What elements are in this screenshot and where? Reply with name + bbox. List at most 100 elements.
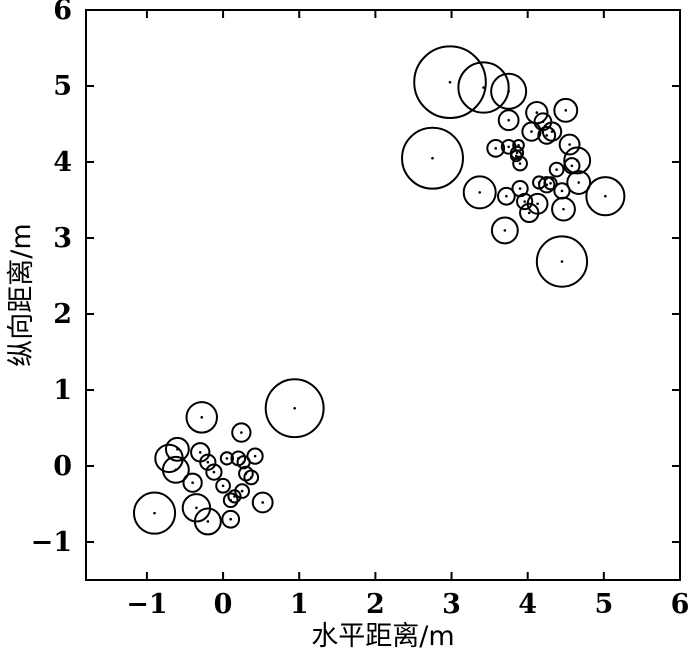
data-marks <box>132 45 626 536</box>
data-circle-13 <box>222 492 239 509</box>
data-point-56 <box>550 130 554 133</box>
y-tick-label: 6 <box>53 0 72 26</box>
data-point-29 <box>478 191 482 194</box>
data-point-53 <box>535 111 539 114</box>
data-point-27 <box>507 90 510 93</box>
data-point-42 <box>545 183 549 187</box>
data-point-10 <box>206 460 210 464</box>
data-point-51 <box>560 260 564 263</box>
data-circle-18 <box>231 422 252 443</box>
data-circle-36 <box>496 186 516 206</box>
data-point-9 <box>198 451 202 454</box>
data-circle-48 <box>563 146 592 175</box>
data-circle-14 <box>221 509 241 529</box>
data-circle-29 <box>462 175 497 210</box>
x-tick-label: 2 <box>366 589 385 620</box>
data-point-52 <box>530 130 533 133</box>
data-circle-60 <box>509 149 523 163</box>
data-point-23 <box>253 454 257 458</box>
data-circle-5 <box>264 378 325 439</box>
data-point-28 <box>431 156 434 160</box>
data-circle-42 <box>538 176 556 194</box>
data-point-40 <box>536 202 539 206</box>
data-point-24 <box>261 501 264 504</box>
data-circle-57 <box>553 97 579 123</box>
data-circle-22 <box>243 469 260 486</box>
x-tick-label: 5 <box>594 589 613 620</box>
data-circle-21 <box>234 483 250 499</box>
data-point-8 <box>206 520 210 523</box>
data-circle-10 <box>199 453 217 471</box>
data-point-21 <box>240 489 244 493</box>
data-point-46 <box>562 207 565 211</box>
x-tick-label: 4 <box>518 589 537 620</box>
y-tick-label: 3 <box>53 223 72 254</box>
data-circle-56 <box>541 121 563 142</box>
data-circle-30 <box>497 109 520 132</box>
data-point-57 <box>564 109 568 112</box>
x-tick-label: 0 <box>214 589 233 620</box>
data-point-4 <box>200 416 204 419</box>
data-point-58 <box>568 143 571 146</box>
data-circle-16 <box>219 451 234 466</box>
data-circle-24 <box>251 491 274 514</box>
data-point-0 <box>153 511 156 515</box>
data-circle-31 <box>486 138 506 158</box>
data-point-12 <box>221 484 225 488</box>
x-tick-label: 6 <box>671 589 688 620</box>
data-circle-38 <box>516 192 534 211</box>
data-circle-0 <box>132 491 177 535</box>
data-point-55 <box>545 134 549 137</box>
data-point-6 <box>191 481 194 485</box>
data-point-59 <box>517 143 520 147</box>
data-point-15 <box>233 495 236 498</box>
y-tick-label: 5 <box>53 71 72 102</box>
data-point-5 <box>293 406 296 410</box>
data-point-2 <box>176 447 179 451</box>
data-circle-23 <box>246 447 264 465</box>
data-circle-27 <box>490 72 528 110</box>
data-circle-6 <box>182 472 203 493</box>
data-point-7 <box>195 506 198 510</box>
data-circle-35 <box>490 216 519 245</box>
y-axis-label: 纵向距离/m <box>6 223 37 366</box>
data-point-32 <box>507 145 510 149</box>
data-circle-4 <box>185 401 218 434</box>
x-axis-label: 水平距离/m <box>311 621 454 652</box>
data-circle-46 <box>551 196 576 222</box>
data-point-38 <box>523 200 526 203</box>
data-circle-58 <box>558 133 581 156</box>
data-point-54 <box>541 120 545 124</box>
data-point-18 <box>240 431 243 434</box>
data-circle-12 <box>215 477 231 494</box>
data-circle-49 <box>566 170 592 195</box>
y-tick-label: 4 <box>53 147 72 178</box>
data-point-39 <box>527 211 531 215</box>
data-point-19 <box>242 460 245 464</box>
y-axis-ticks: −1 0 1 2 3 4 5 6 <box>31 0 680 558</box>
data-circle-50 <box>585 176 626 217</box>
data-circle-43 <box>543 176 558 191</box>
data-circle-40 <box>526 192 549 215</box>
data-circle-51 <box>535 235 589 288</box>
data-point-16 <box>225 457 229 460</box>
data-point-44 <box>555 168 558 171</box>
data-point-45 <box>560 189 564 193</box>
data-point-36 <box>505 194 508 198</box>
data-circle-55 <box>537 126 557 145</box>
data-circle-25 <box>413 45 487 119</box>
data-circle-26 <box>457 61 510 114</box>
x-tick-label: 3 <box>442 589 461 620</box>
data-point-22 <box>249 476 253 479</box>
data-point-3 <box>174 468 178 472</box>
data-point-50 <box>604 194 607 198</box>
data-point-26 <box>482 86 485 89</box>
x-tick-label: 1 <box>290 589 309 620</box>
data-point-34 <box>518 162 522 165</box>
data-point-30 <box>507 118 510 122</box>
x-tick-label: −1 <box>126 589 167 620</box>
data-circle-53 <box>525 100 549 125</box>
data-circle-11 <box>205 463 223 481</box>
data-circle-3 <box>161 455 190 484</box>
